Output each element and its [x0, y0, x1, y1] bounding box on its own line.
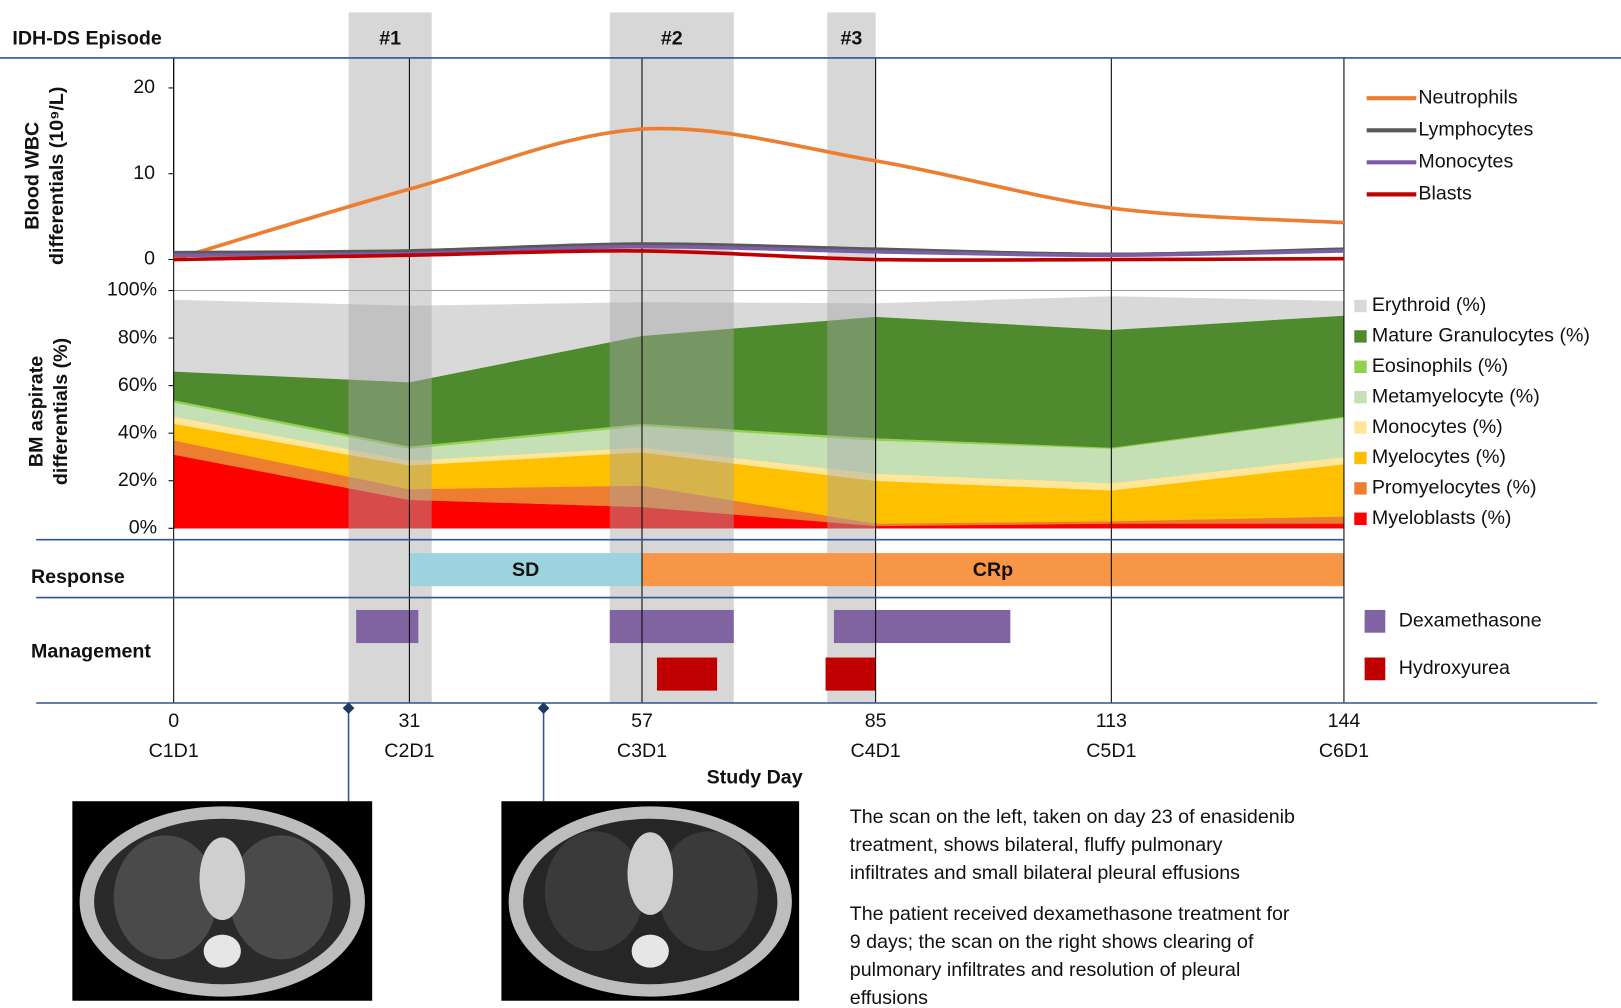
- ct-scan-right: [501, 801, 799, 1001]
- y-tick-label: 80%: [118, 326, 157, 348]
- legend-label: Dexamethasone: [1399, 610, 1542, 632]
- legend-label: Myelocytes (%): [1372, 446, 1506, 468]
- cycle-label: C6D1: [1319, 740, 1369, 762]
- x-tick-label: 0: [168, 710, 179, 732]
- legend-label: Mature Granulocytes (%): [1372, 325, 1590, 347]
- figure: IDH-DS Episode Response Management Study…: [0, 0, 1621, 1008]
- legend-label: Promyelocytes (%): [1372, 477, 1537, 499]
- y-tick-label: 0: [144, 248, 155, 270]
- legend-swatch: [1354, 300, 1366, 312]
- page: { "episode_header": "IDH-DS Episode", "e…: [0, 0, 1621, 1008]
- treatment-bar: [834, 610, 1010, 643]
- episode-header: IDH-DS Episode: [12, 27, 161, 49]
- treatment-bar: [657, 658, 717, 691]
- y-tick-label: 40%: [118, 421, 157, 443]
- x-tick-label: 144: [1328, 710, 1361, 732]
- x-tick-label: 31: [398, 710, 420, 732]
- episode-shade: [827, 12, 875, 703]
- y-axis-title: BM aspirate: [25, 356, 47, 467]
- note-text: infiltrates and small bilateral pleural …: [850, 862, 1240, 884]
- response-label: SD: [512, 559, 539, 581]
- legend-label: Blasts: [1418, 183, 1472, 205]
- note-text: The scan on the left, taken on day 23 of…: [850, 806, 1295, 828]
- legend-swatch: [1354, 513, 1366, 525]
- legend-swatch: [1354, 391, 1366, 403]
- legend-label: Hydroxyurea: [1399, 657, 1510, 679]
- scan-marker: [343, 702, 355, 714]
- note-text: pulmonary infiltrates and resolution of …: [850, 959, 1241, 981]
- response-label: Response: [31, 566, 125, 588]
- cycle-label: C3D1: [617, 740, 667, 762]
- cycle-label: C2D1: [384, 740, 434, 762]
- cycle-label: C1D1: [149, 740, 199, 762]
- management-label: Management: [31, 641, 151, 663]
- y-tick-label: 20: [133, 76, 155, 98]
- legend-swatch: [1354, 330, 1366, 342]
- legend-label: Metamyelocyte (%): [1372, 385, 1540, 407]
- episode-shade: [349, 12, 432, 703]
- episode-label: #3: [841, 27, 863, 49]
- response-label: CRp: [973, 559, 1013, 581]
- bars-layer: [356, 553, 1344, 690]
- note-text: effusions: [850, 987, 928, 1008]
- x-tick-label: 57: [631, 710, 653, 732]
- legend-label: Monocytes (%): [1372, 416, 1503, 438]
- legend-label: Lymphocytes: [1418, 118, 1533, 140]
- y-axis-title: Blood WBC: [21, 122, 43, 230]
- note-text: The patient received dexamethasone treat…: [850, 903, 1290, 925]
- treatment-bar: [610, 610, 734, 643]
- legend-swatch: [1354, 361, 1366, 373]
- y-tick-label: 0%: [129, 516, 157, 538]
- y-axis-title: differentials (10⁹/L): [46, 87, 68, 265]
- legend-label: Myeloblasts (%): [1372, 507, 1512, 529]
- episode-label: #1: [379, 27, 401, 49]
- ct-scan-left: [72, 801, 372, 1001]
- legend-swatch: [1354, 452, 1366, 464]
- treatment-bar: [826, 658, 876, 691]
- y-tick-label: 20%: [118, 469, 157, 491]
- legend-swatch: [1354, 421, 1366, 433]
- legend-label: Eosinophils (%): [1372, 355, 1508, 377]
- legend-swatch: [1365, 658, 1386, 681]
- note-text: treatment, shows bilateral, fluffy pulmo…: [850, 834, 1223, 856]
- y-tick-label: 100%: [107, 279, 157, 301]
- legend-swatch: [1354, 482, 1366, 494]
- legend-label: Monocytes: [1418, 151, 1513, 173]
- note-text: 9 days; the scan on the right shows clea…: [850, 931, 1254, 953]
- y-tick-label: 10: [133, 162, 155, 184]
- legend-swatch: [1365, 610, 1386, 633]
- legend-label: Neutrophils: [1418, 86, 1517, 108]
- episode-shade: [610, 12, 734, 703]
- episode-label: #2: [661, 27, 683, 49]
- y-tick-label: 60%: [118, 374, 157, 396]
- x-tick-label: 85: [865, 710, 887, 732]
- y-axis-title: differentials (%): [50, 338, 72, 485]
- x-tick-label: 113: [1096, 710, 1127, 732]
- legend-label: Erythroid (%): [1372, 294, 1487, 316]
- x-axis-title: Study Day: [707, 767, 803, 789]
- cycle-label: C4D1: [851, 740, 901, 762]
- scan-marker: [538, 702, 550, 714]
- cycle-label: C5D1: [1086, 740, 1136, 762]
